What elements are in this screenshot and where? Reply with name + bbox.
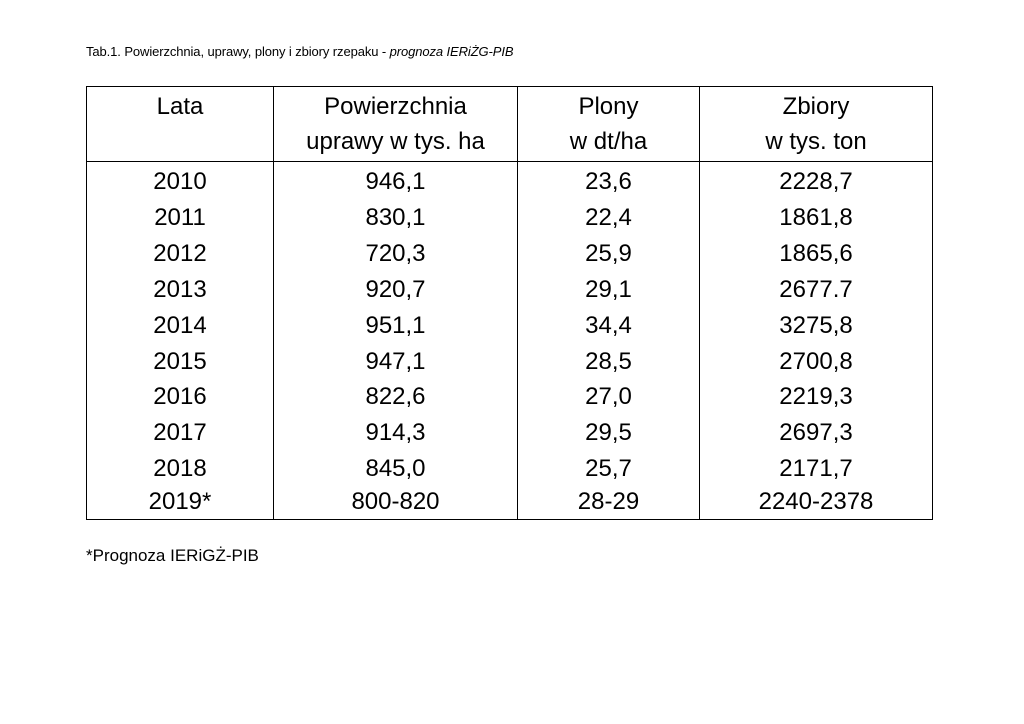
cell-harvest: 2228,7	[699, 161, 933, 200]
cell-area: 720,3	[273, 235, 518, 272]
cell-area: 830,1	[273, 199, 518, 236]
footnote: *Prognoza IERiGŻ-PIB	[86, 546, 259, 565]
cell-year: 2014	[86, 307, 274, 344]
table-row: 2014 951,1 34,4 3275,8	[86, 307, 933, 344]
cell-area: 845,0	[273, 451, 518, 488]
table-row: 2010 946,1 23,6 2228,7	[86, 161, 933, 200]
cell-harvest: 2697,3	[699, 415, 933, 452]
cell-yield: 22,4	[517, 199, 700, 236]
cell-yield: 27,0	[517, 379, 700, 416]
cell-year: 2017	[86, 415, 274, 452]
cell-yield: 34,4	[517, 307, 700, 344]
header-line: Plony	[578, 93, 639, 120]
cell-year: 2018	[86, 451, 274, 488]
cell-harvest: 2171,7	[699, 451, 933, 488]
cell-yield: 29,1	[517, 271, 700, 308]
cell-area: 951,1	[273, 307, 518, 344]
cell-harvest: 3275,8	[699, 307, 933, 344]
table-row: 2015 947,1 28,5 2700,8	[86, 343, 933, 380]
table-row: 2012 720,3 25,9 1865,6	[86, 235, 933, 272]
cell-area: 920,7	[273, 271, 518, 308]
cell-year: 2012	[86, 235, 274, 272]
table-row: 2018 845,0 25,7 2171,7	[86, 451, 933, 488]
header-cell-zbiory: Zbiory w tys. ton	[699, 86, 933, 162]
cell-year: 2010	[86, 161, 274, 200]
cell-year: 2011	[86, 199, 274, 236]
header-line: w tys. ton	[765, 128, 867, 155]
header-cell-plony: Plony w dt/ha	[517, 86, 700, 162]
cell-year: 2016	[86, 379, 274, 416]
header-cell-powierzchnia: Powierzchnia uprawy w tys. ha	[273, 86, 518, 162]
caption-text: Tab.1. Powierzchnia, uprawy, plony i zbi…	[86, 44, 390, 59]
cell-yield: 25,9	[517, 235, 700, 272]
table-header: Lata Powierzchnia uprawy w tys. ha Plony…	[86, 86, 933, 162]
data-table: Lata Powierzchnia uprawy w tys. ha Plony…	[86, 86, 933, 521]
table-row-forecast: 2019* 800-820 28-29 2240-2378	[86, 487, 933, 521]
cell-area: 946,1	[273, 161, 518, 200]
cell-yield: 29,5	[517, 415, 700, 452]
cell-harvest: 2240-2378	[699, 487, 933, 521]
table-row: 2017 914,3 29,5 2697,3	[86, 415, 933, 452]
header-line: Lata	[156, 93, 204, 120]
header-row: Lata Powierzchnia uprawy w tys. ha Plony…	[86, 86, 933, 162]
table-row: 2013 920,7 29,1 2677.7	[86, 271, 933, 308]
header-line: Powierzchnia	[324, 93, 467, 120]
cell-year: 2019*	[86, 487, 274, 521]
cell-harvest: 2219,3	[699, 379, 933, 416]
table-row: 2011 830,1 22,4 1861,8	[86, 199, 933, 236]
cell-harvest: 2677.7	[699, 271, 933, 308]
cell-harvest: 1865,6	[699, 235, 933, 272]
table-body: 2010 946,1 23,6 2228,7 2011 830,1 22,4 1…	[86, 161, 933, 521]
cell-area: 914,3	[273, 415, 518, 452]
header-line: uprawy w tys. ha	[306, 128, 485, 155]
table-caption: Tab.1. Powierzchnia, uprawy, plony i zbi…	[86, 44, 514, 59]
header-line: w dt/ha	[569, 128, 648, 155]
cell-area: 800-820	[273, 487, 518, 521]
cell-area: 822,6	[273, 379, 518, 416]
header-cell-lata: Lata	[86, 86, 274, 162]
cell-harvest: 1861,8	[699, 199, 933, 236]
cell-yield: 25,7	[517, 451, 700, 488]
cell-year: 2013	[86, 271, 274, 308]
cell-year: 2015	[86, 343, 274, 380]
caption-italic: prognoza IERiŻG-PIB	[389, 44, 514, 59]
cell-yield: 28,5	[517, 343, 700, 380]
cell-harvest: 2700,8	[699, 343, 933, 380]
cell-yield: 23,6	[517, 161, 700, 200]
cell-area: 947,1	[273, 343, 518, 380]
header-line: Zbiory	[782, 93, 850, 120]
table-row: 2016 822,6 27,0 2219,3	[86, 379, 933, 416]
cell-yield: 28-29	[517, 487, 700, 521]
